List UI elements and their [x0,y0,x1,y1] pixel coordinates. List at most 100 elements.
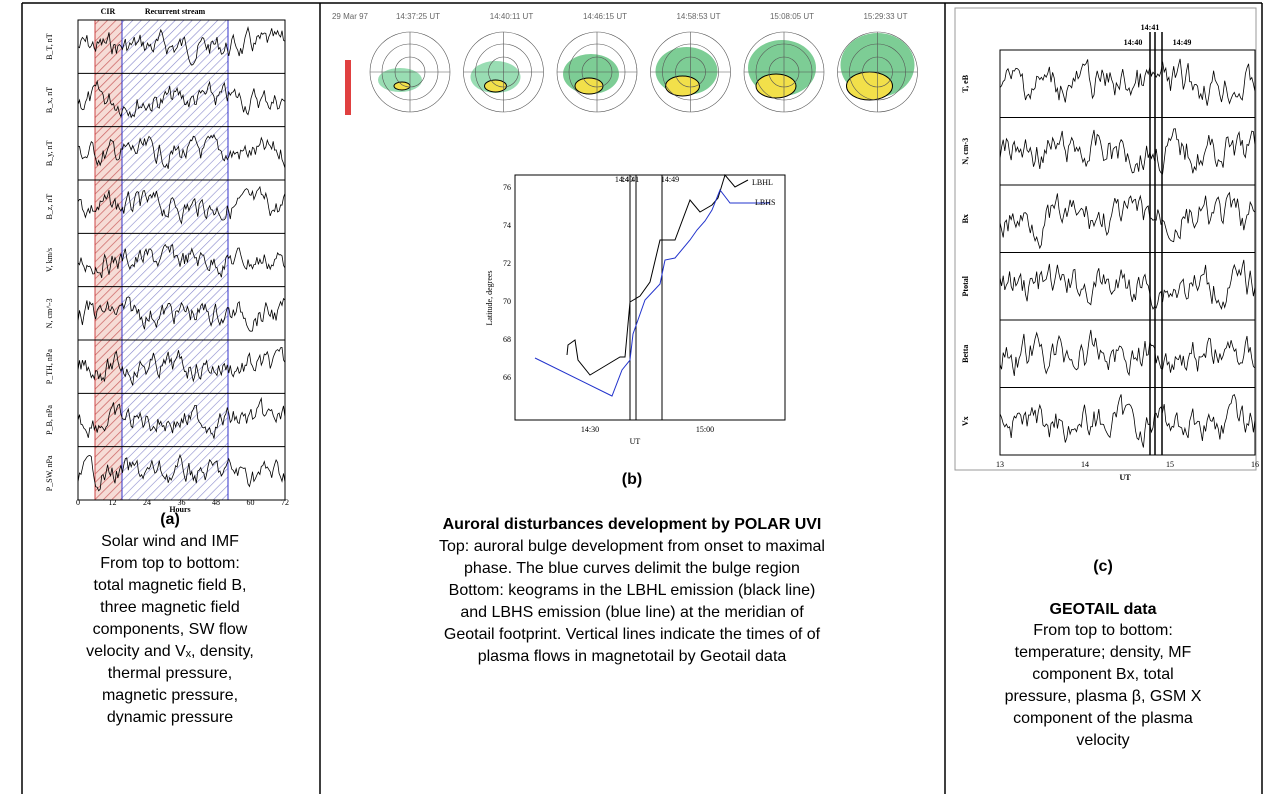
table-frame [21,2,1263,794]
time-label: 15:08:05 UT [770,12,814,21]
caption-line: Bottom: keograms in the LBHL emission (b… [449,582,816,599]
y-axis-label: B_T, nT [45,33,54,60]
y-axis-label: N, cm^-3 [45,298,54,328]
trace [999,329,1256,377]
marker-label: 14:49 [1173,38,1192,47]
keogram [566,173,749,376]
caption-line: and LBHS emission (blue line) at the mer… [460,604,804,621]
caption-line: From top to bottom: [1033,622,1173,639]
x-tick-label: 14:30 [581,425,599,434]
caption-line: component of the plasma [1013,710,1193,727]
bulge [574,77,604,95]
y-axis-label: Vx [961,416,970,426]
trace [999,128,1256,175]
colorbar [345,60,351,115]
caption-line: thermal pressure, [108,665,233,682]
y-axis-label: P_TH, nPa [45,349,54,385]
caption-line: Top: auroral bulge development from onse… [439,538,825,555]
date: 29 Mar 97 [332,12,369,21]
plot-frame [77,19,286,501]
x-tick-label: 36 [178,498,186,507]
y-tick-label: 70 [503,297,511,306]
caption-line: pressure, plasma β, GSM X [1005,688,1202,705]
marker-label: 14:49 [661,175,679,184]
x-tick-label: 15:00 [696,425,714,434]
series-label: LBHS [755,198,775,207]
trace [77,347,286,386]
y-tick-label: 74 [503,221,511,230]
time-label: 14:46:15 UT [583,12,627,21]
caption-line: plasma flows in magnetotail by Geotail d… [478,648,787,665]
y-tick-label: 66 [503,373,511,382]
y-axis-label: P_SW, nPa [45,455,54,491]
plot-frame [514,174,786,421]
y-tick-label: 68 [503,335,511,344]
marker-label: 14:41 [1141,23,1160,32]
caption-line: Solar wind and IMF [101,533,239,550]
auroral-blob [378,68,422,92]
caption-line: component Bx, total [1032,666,1173,683]
auroral-blob [470,61,521,93]
trace [999,58,1256,106]
stream-region [121,19,229,501]
caption-line: dynamic pressure [107,709,233,726]
caption-line: components, SW flow [93,621,248,638]
x-tick-label: 48 [212,498,220,507]
y-axis-label: T, eB [961,74,970,92]
y-axis-label: B_x, nT [45,87,54,113]
x-tick-label: 0 [76,498,80,507]
trace [77,396,286,439]
x-tick-label: 16 [1251,460,1259,469]
caption-title: GEOTAIL data [1050,601,1157,618]
caption-line: total magnetic field B, [94,577,247,594]
x-tick-label: 24 [143,498,151,507]
marker-label: 14:40 [1124,38,1143,47]
trace [999,259,1256,310]
bulge [665,75,700,97]
x-tick-label: 60 [247,498,255,507]
trace [77,133,286,169]
time-label: 14:58:53 UT [676,12,720,21]
x-axis-label: UT [1119,473,1131,482]
panel-label: (c) [1093,558,1113,575]
y-axis-label: Latitude, degrees [485,270,494,325]
trace [77,79,286,119]
y-axis-label: B_z, nT [45,194,54,220]
y-axis-label: Betta [961,345,970,363]
region-label: CIR [101,7,116,16]
trace [77,26,286,66]
y-axis-label: V, km/s [45,248,54,272]
caption-line: three magnetic field [100,599,240,616]
bulge [393,81,411,91]
x-tick-label: 13 [996,460,1004,469]
caption-line: magnetic pressure, [102,687,238,704]
marker-label: 14:40 [615,175,633,184]
x-axis-label: UT [630,437,641,446]
time-label: 15:29:33 UT [863,12,907,21]
caption-title: Auroral disturbances development by POLA… [443,516,822,533]
trace [77,185,286,225]
trace [999,393,1256,448]
trace [999,191,1256,250]
cir-region [94,19,123,501]
x-tick-label: 15 [1166,460,1174,469]
caption-line: Geotail footprint. Vertical lines indica… [444,626,821,643]
caption-line: phase. The blue curves delimit the bulge… [464,560,800,577]
y-axis-label: P_B, nPa [45,405,54,435]
image-frame [954,7,1257,471]
bulge [755,73,797,99]
region-label: Recurrent stream [145,7,206,16]
caption-line: temperature; density, MF [1015,644,1192,661]
x-tick-label: 12 [109,498,117,507]
panel-label: (b) [622,471,642,488]
y-axis-label: B_y, nT [45,140,54,166]
y-tick-label: 72 [503,259,511,268]
y-axis-label: Ptotal [961,275,970,296]
y-tick-label: 76 [503,183,511,192]
x-tick-label: 72 [281,498,289,507]
time-label: 14:37:25 UT [396,12,440,21]
caption-line: From top to bottom: [100,555,240,572]
series-label: LBHL [752,178,773,187]
x-tick-label: 14 [1081,460,1089,469]
panel-label: (a) [160,511,180,528]
